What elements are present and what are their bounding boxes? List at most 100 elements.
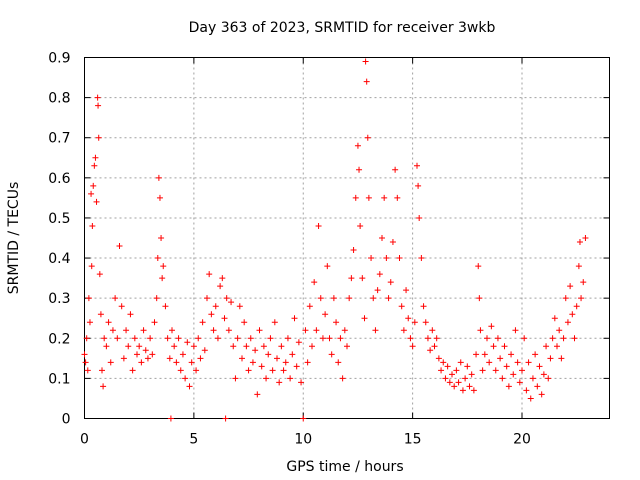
data-point (175, 335, 182, 342)
data-point (265, 351, 272, 358)
data-point (418, 255, 425, 262)
data-point (156, 194, 163, 201)
data-point (368, 255, 375, 262)
data-point (576, 239, 583, 246)
data-point (407, 335, 414, 342)
data-point (311, 279, 318, 286)
data-point (374, 287, 381, 294)
data-point (287, 375, 294, 382)
data-point (411, 319, 418, 326)
data-point (387, 279, 394, 286)
data-point (197, 355, 204, 362)
data-point (523, 387, 530, 394)
data-point (468, 371, 475, 378)
tick-labels: 0 0.1 0.2 0.3 0.4 0.5 0.6 0.7 0.8 0.9 0 5 10 15 20 (48, 51, 531, 448)
data-point (300, 415, 307, 422)
data-point (422, 319, 429, 326)
x-tick-label: 0 (80, 432, 89, 448)
data-point (440, 359, 447, 366)
data-point (123, 327, 130, 334)
data-point (304, 359, 311, 366)
data-point (171, 343, 178, 350)
data-point (545, 375, 552, 382)
data-point (81, 351, 88, 358)
data-point (364, 134, 371, 141)
data-point (479, 367, 486, 374)
data-point (560, 335, 567, 342)
data-point (415, 182, 422, 189)
data-point (344, 343, 350, 350)
data-point (335, 359, 342, 366)
data-point (190, 343, 197, 350)
data-point (525, 359, 532, 366)
data-point (105, 319, 112, 326)
data-point (381, 194, 388, 201)
data-point (403, 287, 410, 294)
data-point (324, 263, 331, 270)
data-point (516, 379, 523, 386)
data-point (326, 335, 333, 342)
data-point (543, 343, 550, 350)
data-point (444, 363, 451, 370)
data-point (236, 303, 243, 310)
data-point (260, 343, 267, 350)
data-point (457, 359, 464, 366)
data-point (470, 387, 477, 394)
data-point (365, 194, 372, 201)
data-point (120, 355, 127, 362)
data-point (155, 174, 162, 181)
chart-title: Day 363 of 2023, SRMTID for receiver 3wk… (189, 20, 496, 36)
data-point (538, 391, 545, 398)
data-point (505, 383, 512, 390)
data-point (127, 311, 134, 318)
data-point (333, 319, 340, 326)
data-point (398, 303, 405, 310)
data-point (295, 339, 302, 346)
data-point (158, 235, 165, 241)
data-point (484, 335, 490, 342)
data-point (90, 182, 97, 189)
data-point (328, 351, 335, 358)
data-point (138, 359, 145, 366)
data-point (431, 343, 438, 350)
data-point (254, 391, 261, 398)
data-point (164, 335, 171, 342)
data-point (149, 351, 156, 358)
data-point (451, 383, 458, 390)
data-point (230, 343, 237, 350)
data-point (481, 351, 488, 358)
data-point (289, 351, 296, 358)
data-point (394, 194, 401, 201)
data-point (88, 263, 95, 270)
data-point (182, 375, 189, 382)
data-point (494, 335, 501, 342)
data-point (95, 134, 102, 141)
data-point (337, 335, 344, 342)
data-point (492, 367, 499, 374)
data-point (153, 295, 160, 302)
data-point (433, 335, 440, 342)
data-point (562, 295, 569, 302)
data-point (136, 343, 143, 350)
data-point (392, 166, 399, 173)
y-tick-label: 0 (62, 412, 71, 428)
data-point (195, 335, 202, 342)
data-point (396, 255, 403, 262)
data-point (271, 319, 278, 326)
data-point (221, 315, 228, 322)
data-point (554, 343, 560, 350)
data-point (578, 295, 585, 302)
data-point (466, 383, 473, 390)
data-point (85, 295, 92, 302)
data-point (217, 283, 224, 290)
data-point (319, 335, 326, 342)
data-point (569, 311, 576, 318)
data-point (291, 315, 298, 322)
data-point (405, 315, 412, 322)
data-point (284, 335, 291, 342)
data-point (476, 295, 483, 302)
data-point (280, 367, 287, 374)
data-point (499, 375, 506, 382)
data-point (204, 295, 210, 302)
data-point (118, 303, 125, 310)
